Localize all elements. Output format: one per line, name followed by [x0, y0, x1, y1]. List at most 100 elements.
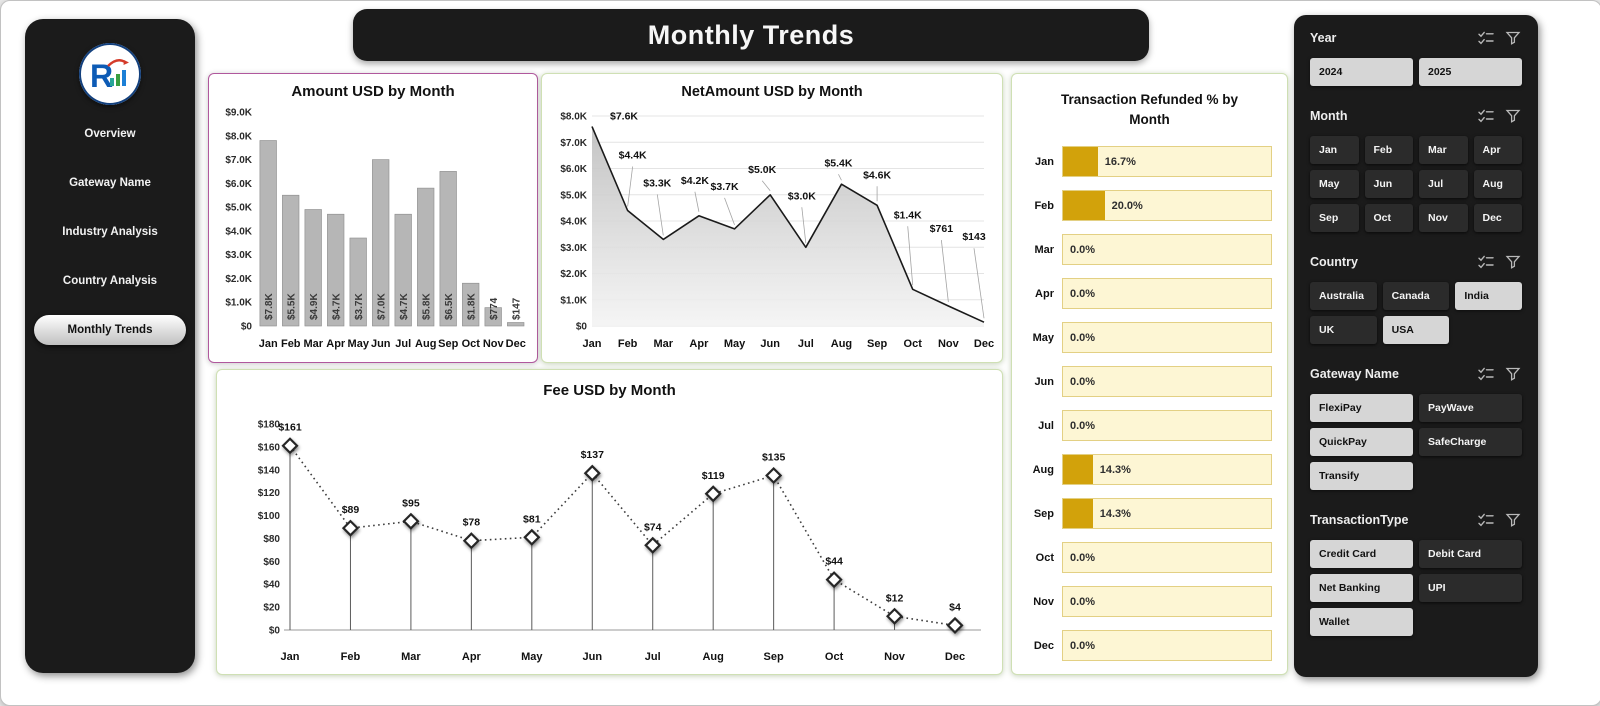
- slicer-year: Year 2024 2025: [1310, 27, 1522, 86]
- refund-bar-track: 14.3%: [1062, 498, 1272, 529]
- svg-text:Nov: Nov: [884, 651, 906, 663]
- slicer-title-year: Year: [1310, 31, 1337, 45]
- filter-country-india[interactable]: India: [1455, 282, 1522, 310]
- sidebar-item-country-analysis[interactable]: Country Analysis: [62, 275, 158, 287]
- filter-country-australia[interactable]: Australia: [1310, 282, 1377, 310]
- select-all-icon[interactable]: [1477, 365, 1495, 383]
- svg-text:$160: $160: [258, 442, 281, 453]
- refund-bar-track: 16.7%: [1062, 146, 1272, 177]
- filter-month-aug[interactable]: Aug: [1473, 170, 1522, 198]
- svg-text:R: R: [90, 58, 113, 94]
- refund-bar-fill: [1063, 147, 1098, 176]
- svg-text:$4.4K: $4.4K: [619, 150, 647, 162]
- svg-text:$81: $81: [523, 513, 541, 525]
- filter-transactiontype-credit-card[interactable]: Credit Card: [1310, 540, 1413, 568]
- filter-transactiontype-net-banking[interactable]: Net Banking: [1310, 574, 1413, 602]
- refund-category-label: Dec: [1033, 639, 1054, 652]
- filter-year-2025[interactable]: 2025: [1419, 58, 1522, 86]
- filter-gateway-name-transify[interactable]: Transify: [1310, 462, 1413, 490]
- select-all-icon[interactable]: [1477, 253, 1495, 271]
- select-all-icon[interactable]: [1477, 107, 1495, 125]
- svg-text:Sep: Sep: [438, 338, 458, 350]
- refund-value-label: 0.0%: [1070, 331, 1096, 344]
- svg-text:Oct: Oct: [462, 338, 481, 350]
- refund-bar-track: 0.0%: [1062, 234, 1272, 265]
- refund-category-label: Mar: [1034, 243, 1054, 256]
- svg-text:$6.0K: $6.0K: [560, 164, 587, 175]
- svg-text:Nov: Nov: [483, 338, 505, 350]
- refund-bar-fill: [1063, 455, 1093, 484]
- filter-month-feb[interactable]: Feb: [1364, 136, 1413, 164]
- refund-category-label: Feb: [1034, 199, 1054, 212]
- clear-filter-icon[interactable]: [1504, 107, 1522, 125]
- refund-category-label: Nov: [1033, 595, 1054, 608]
- refund-row-dec: Dec 0.0%: [1024, 630, 1272, 661]
- filter-month-jul[interactable]: Jul: [1419, 170, 1468, 198]
- clear-filter-icon[interactable]: [1504, 29, 1522, 47]
- sidebar-item-overview[interactable]: Overview: [84, 128, 136, 140]
- refunded-bars: Jan 16.7% Feb 20.0% Mar 0.0% Apr 0.0% May 0.0% Jun…: [1024, 146, 1272, 661]
- filter-month-jun[interactable]: Jun: [1364, 170, 1413, 198]
- clear-filter-icon[interactable]: [1504, 365, 1522, 383]
- filter-gateway-name-flexipay[interactable]: FlexiPay: [1310, 394, 1413, 422]
- filter-month-apr[interactable]: Apr: [1473, 136, 1522, 164]
- select-all-icon[interactable]: [1477, 29, 1495, 47]
- refund-row-sep: Sep 14.3%: [1024, 498, 1272, 529]
- refunded-pct-chart-card: Transaction Refunded % by Month Jan 16.7%…: [1011, 73, 1288, 675]
- svg-text:$1.0K: $1.0K: [560, 295, 587, 306]
- filter-year-2024[interactable]: 2024: [1310, 58, 1413, 86]
- svg-text:$3.0K: $3.0K: [225, 250, 252, 261]
- filter-month-nov[interactable]: Nov: [1419, 204, 1468, 232]
- filter-gateway-name-safecharge[interactable]: SafeCharge: [1419, 428, 1522, 456]
- svg-text:$80: $80: [263, 534, 280, 545]
- svg-text:$4.0K: $4.0K: [225, 226, 252, 237]
- svg-text:$20: $20: [263, 603, 280, 614]
- select-all-icon[interactable]: [1477, 511, 1495, 529]
- svg-text:$3.0K: $3.0K: [560, 243, 587, 254]
- sidebar-item-industry-analysis[interactable]: Industry Analysis: [62, 226, 158, 238]
- refunded-chart-title: Transaction Refunded % by Month: [1060, 92, 1239, 128]
- filter-transactiontype-wallet[interactable]: Wallet: [1310, 608, 1413, 636]
- filter-month-dec[interactable]: Dec: [1473, 204, 1522, 232]
- filter-month-may[interactable]: May: [1310, 170, 1359, 198]
- svg-text:$12: $12: [886, 592, 904, 604]
- fee-chart-title: Fee USD by Month: [543, 382, 676, 399]
- netamount-usd-chart-card: NetAmount USD by Month $0 $1.0K $2.0K $3.0K…: [541, 73, 1003, 363]
- slicer-title-transactiontype: TransactionType: [1310, 513, 1409, 527]
- filter-gateway-name-quickpay[interactable]: QuickPay: [1310, 428, 1413, 456]
- svg-text:$0: $0: [269, 626, 281, 637]
- svg-text:$8.0K: $8.0K: [225, 131, 252, 142]
- filter-transactiontype-upi[interactable]: UPI: [1419, 574, 1522, 602]
- svg-text:$4.0K: $4.0K: [560, 217, 587, 228]
- refund-category-label: May: [1032, 331, 1054, 344]
- svg-text:$4.6K: $4.6K: [863, 169, 891, 181]
- slicer-title-month: Month: [1310, 109, 1348, 123]
- svg-text:Jun: Jun: [371, 338, 391, 350]
- filter-month-mar[interactable]: Mar: [1419, 136, 1468, 164]
- slicer-country: Country Australia Canada India UK USA: [1310, 251, 1522, 344]
- clear-filter-icon[interactable]: [1504, 253, 1522, 271]
- filter-transactiontype-debit-card[interactable]: Debit Card: [1419, 540, 1522, 568]
- filter-gateway-name-paywave[interactable]: PayWave: [1419, 394, 1522, 422]
- slicer-transactiontype: TransactionType Credit Card Debit Card Net …: [1310, 509, 1522, 636]
- svg-text:$137: $137: [581, 449, 605, 461]
- filter-country-canada[interactable]: Canada: [1382, 282, 1450, 310]
- refund-row-aug: Aug 14.3%: [1024, 454, 1272, 485]
- svg-text:Mar: Mar: [401, 651, 421, 663]
- amount-usd-chart-card: Amount USD by Month $0 $1.0K $2.0K $3.0K $4.…: [208, 73, 538, 363]
- svg-text:Jun: Jun: [582, 651, 602, 663]
- svg-text:Apr: Apr: [462, 651, 482, 663]
- filter-country-uk[interactable]: UK: [1310, 316, 1377, 344]
- filter-month-jan[interactable]: Jan: [1310, 136, 1359, 164]
- sidebar-item-gateway-name[interactable]: Gateway Name: [69, 177, 151, 189]
- svg-text:$135: $135: [762, 452, 786, 464]
- fee-usd-plot: $0 $20 $40 $60 $80 $100 $120 $140 $160 $180$161 Ja…: [258, 420, 981, 663]
- filter-country-usa[interactable]: USA: [1382, 316, 1450, 344]
- svg-text:Dec: Dec: [945, 651, 965, 663]
- clear-filter-icon[interactable]: [1504, 511, 1522, 529]
- sidebar-item-monthly-trends[interactable]: Monthly Trends: [34, 315, 186, 345]
- filter-month-sep[interactable]: Sep: [1310, 204, 1359, 232]
- filter-month-oct[interactable]: Oct: [1364, 204, 1413, 232]
- refund-value-label: 0.0%: [1070, 287, 1096, 300]
